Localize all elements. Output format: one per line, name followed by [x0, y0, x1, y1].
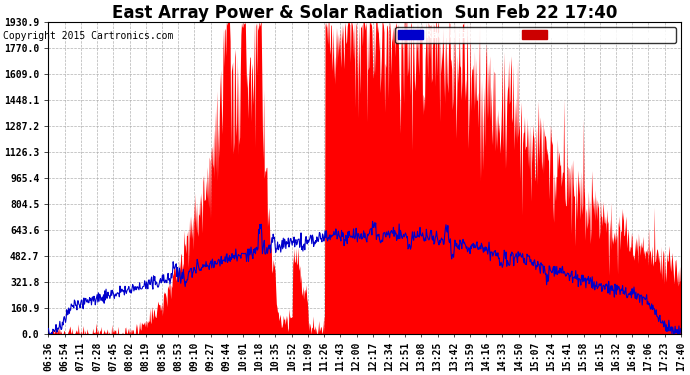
Title: East Array Power & Solar Radiation  Sun Feb 22 17:40: East Array Power & Solar Radiation Sun F… [112, 4, 618, 22]
Legend: Radiation (w/m2), East Array (DC Watts): Radiation (w/m2), East Array (DC Watts) [395, 27, 676, 43]
Text: Copyright 2015 Cartronics.com: Copyright 2015 Cartronics.com [3, 32, 174, 41]
